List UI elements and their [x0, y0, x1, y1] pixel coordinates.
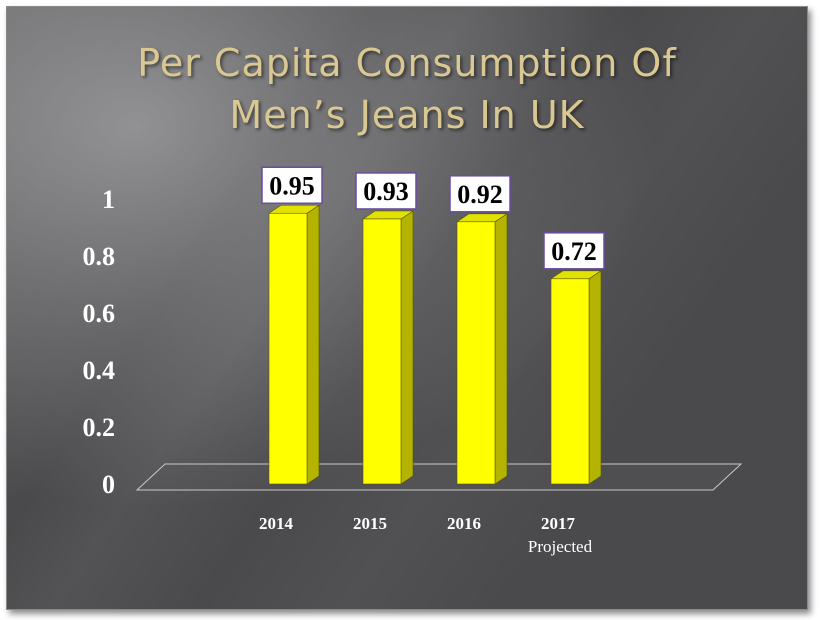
bar: [362, 218, 402, 485]
data-label-box: [449, 175, 511, 213]
y-tick-label: 0.4: [83, 356, 116, 385]
x-tick-label: 2015: [353, 514, 387, 533]
y-tick-label: 0.6: [83, 299, 116, 328]
data-label: 0.92: [457, 180, 503, 209]
slide: Per Capita Consumption Of Men’s Jeans In…: [6, 6, 808, 610]
bar-side: [494, 213, 508, 485]
x-tick-label: 2017: [541, 514, 576, 533]
bar: [456, 221, 496, 485]
x-tick-label: 2014: [259, 514, 294, 533]
chart-floor: [135, 463, 743, 491]
chart-title-line-1: Per Capita Consumption Of: [137, 41, 677, 85]
bar-side: [588, 270, 602, 485]
data-label-box: [543, 232, 605, 270]
bar-side: [306, 204, 320, 485]
y-tick-label: 0: [102, 470, 115, 499]
x-tick-sublabel: Projected: [528, 537, 593, 556]
bar-chart: 0 0.2 0.4 0.6 0.8 1 0.95 2014 0.93 2015 0.92 2016 0.…: [83, 166, 743, 556]
bar: [550, 278, 590, 485]
chart-title-line-2: Men’s Jeans In UK: [229, 93, 585, 137]
bar-side: [400, 210, 414, 485]
y-tick-label: 0.8: [83, 242, 116, 271]
data-label: 0.93: [363, 177, 409, 206]
y-tick-label: 0.2: [83, 413, 116, 442]
data-label: 0.95: [269, 171, 315, 200]
data-label-box: [355, 172, 417, 210]
x-tick-label: 2016: [447, 514, 481, 533]
data-label: 0.72: [551, 237, 597, 266]
data-label-box: [261, 166, 323, 204]
y-tick-label: 1: [102, 185, 115, 214]
bar: [268, 212, 308, 485]
